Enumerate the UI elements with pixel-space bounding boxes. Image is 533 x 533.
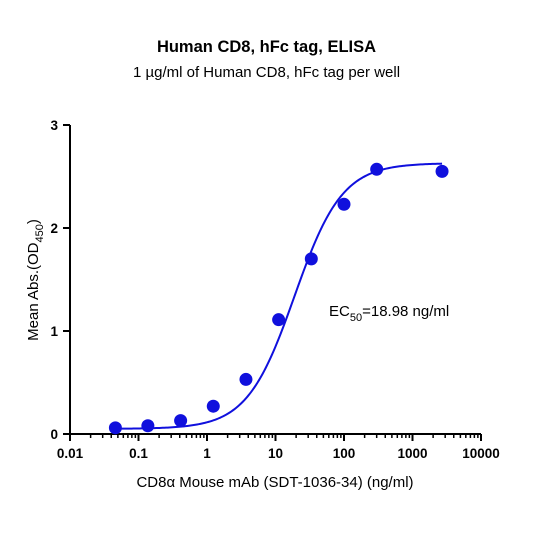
x-tick-label: 0.01 bbox=[57, 446, 84, 461]
y-tick-label: 0 bbox=[50, 427, 58, 442]
x-tick-label: 0.1 bbox=[129, 446, 148, 461]
data-point bbox=[304, 252, 318, 266]
data-point bbox=[239, 372, 253, 386]
ec50-annotation: EC50=18.98 ng/ml bbox=[329, 303, 449, 324]
data-points bbox=[108, 162, 449, 435]
x-tick-label: 1 bbox=[203, 446, 211, 461]
y-tick-label: 1 bbox=[50, 324, 58, 339]
data-point bbox=[272, 313, 286, 327]
data-point bbox=[370, 162, 384, 176]
x-tick-label: 100 bbox=[333, 446, 356, 461]
data-point bbox=[435, 164, 449, 178]
data-point bbox=[141, 419, 155, 433]
data-point bbox=[108, 421, 122, 435]
data-point bbox=[337, 197, 351, 211]
data-point bbox=[206, 399, 220, 413]
chart-subtitle: 1 µg/ml of Human CD8, hFc tag per well bbox=[132, 64, 401, 81]
x-tick-label: 10000 bbox=[462, 446, 500, 461]
x-axis-label: CD8α Mouse mAb (SDT-1036-34) (ng/ml) bbox=[136, 474, 413, 491]
fit-curve bbox=[115, 162, 443, 430]
axes: 0 1 2 3 0.01 0.1 1 10 100 1000 10000 bbox=[50, 118, 499, 461]
y-axis-label: Mean Abs.(OD450) bbox=[25, 219, 46, 341]
y-tick-label: 3 bbox=[50, 118, 58, 133]
data-point bbox=[174, 414, 188, 428]
x-tick-label: 1000 bbox=[397, 446, 427, 461]
chart-title: Human CD8, hFc tag, ELISA bbox=[156, 38, 377, 56]
x-tick-label: 10 bbox=[268, 446, 283, 461]
y-tick-label: 2 bbox=[50, 221, 58, 236]
